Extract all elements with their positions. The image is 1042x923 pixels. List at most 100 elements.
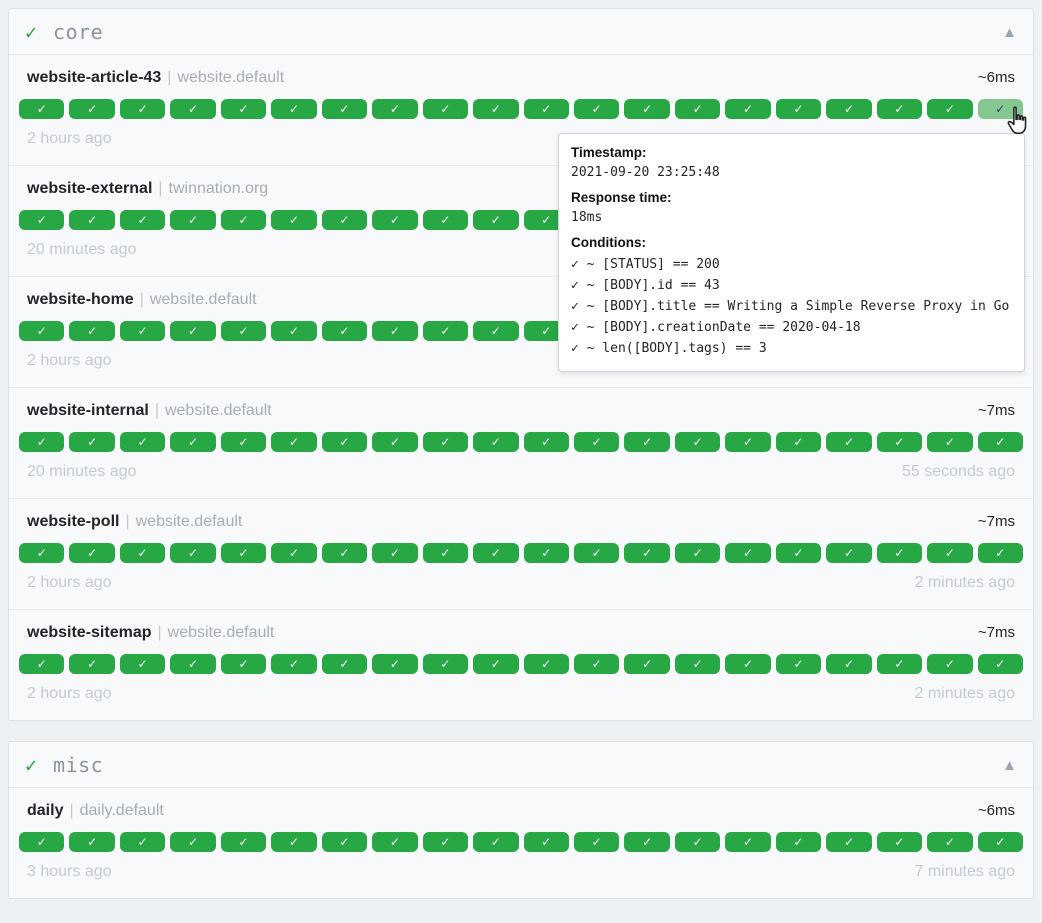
- health-badge[interactable]: ✓: [19, 210, 65, 230]
- health-badge[interactable]: ✓: [826, 543, 872, 563]
- health-badge[interactable]: ✓: [321, 99, 368, 119]
- health-badge[interactable]: ✓: [876, 432, 923, 452]
- health-badge[interactable]: ✓: [69, 99, 115, 119]
- health-badge[interactable]: ✓: [271, 543, 317, 563]
- health-badge[interactable]: ✓: [119, 432, 166, 452]
- health-badge[interactable]: ✓: [321, 654, 368, 674]
- health-badge[interactable]: ✓: [977, 99, 1024, 119]
- health-badge[interactable]: ✓: [19, 432, 65, 452]
- health-badge[interactable]: ✓: [775, 654, 822, 674]
- health-badge[interactable]: ✓: [523, 654, 569, 674]
- group-header[interactable]: ✓ core ▲: [9, 9, 1033, 55]
- health-badge[interactable]: ✓: [473, 210, 519, 230]
- health-badge[interactable]: ✓: [674, 832, 721, 852]
- health-badge[interactable]: ✓: [170, 543, 216, 563]
- health-badge[interactable]: ✓: [573, 99, 620, 119]
- health-badge[interactable]: ✓: [826, 99, 872, 119]
- health-badge[interactable]: ✓: [573, 543, 620, 563]
- health-badge[interactable]: ✓: [422, 321, 469, 341]
- health-badge[interactable]: ✓: [119, 654, 166, 674]
- health-badge[interactable]: ✓: [220, 321, 267, 341]
- health-badge[interactable]: ✓: [69, 210, 115, 230]
- health-badge[interactable]: ✓: [220, 543, 267, 563]
- collapse-arrow-icon[interactable]: ▲: [1002, 756, 1017, 774]
- health-badge[interactable]: ✓: [775, 832, 822, 852]
- health-badge[interactable]: ✓: [523, 432, 569, 452]
- health-badge[interactable]: ✓: [624, 832, 670, 852]
- health-badge[interactable]: ✓: [422, 432, 469, 452]
- health-badge[interactable]: ✓: [170, 832, 216, 852]
- health-badge[interactable]: ✓: [674, 99, 721, 119]
- health-badge[interactable]: ✓: [473, 654, 519, 674]
- health-badge[interactable]: ✓: [19, 543, 65, 563]
- health-badge[interactable]: ✓: [119, 321, 166, 341]
- health-badge[interactable]: ✓: [69, 543, 115, 563]
- health-badge[interactable]: ✓: [826, 432, 872, 452]
- health-badge[interactable]: ✓: [876, 543, 923, 563]
- health-badge[interactable]: ✓: [372, 432, 418, 452]
- health-badge[interactable]: ✓: [876, 832, 923, 852]
- health-badge[interactable]: ✓: [170, 99, 216, 119]
- health-badge[interactable]: ✓: [170, 321, 216, 341]
- health-badge[interactable]: ✓: [977, 543, 1024, 563]
- health-badge[interactable]: ✓: [927, 654, 973, 674]
- group-header[interactable]: ✓ misc ▲: [9, 742, 1033, 788]
- health-badge[interactable]: ✓: [927, 832, 973, 852]
- health-badge[interactable]: ✓: [422, 832, 469, 852]
- health-badge[interactable]: ✓: [927, 99, 973, 119]
- health-badge[interactable]: ✓: [170, 432, 216, 452]
- health-badge[interactable]: ✓: [422, 543, 469, 563]
- health-badge[interactable]: ✓: [69, 832, 115, 852]
- health-badge[interactable]: ✓: [372, 654, 418, 674]
- health-badge[interactable]: ✓: [775, 432, 822, 452]
- health-badge[interactable]: ✓: [624, 432, 670, 452]
- health-badge[interactable]: ✓: [170, 210, 216, 230]
- health-badge[interactable]: ✓: [927, 432, 973, 452]
- health-badge[interactable]: ✓: [220, 432, 267, 452]
- health-badge[interactable]: ✓: [775, 543, 822, 563]
- health-badge[interactable]: ✓: [725, 832, 771, 852]
- health-badge[interactable]: ✓: [674, 543, 721, 563]
- health-badge[interactable]: ✓: [725, 99, 771, 119]
- health-badge[interactable]: ✓: [977, 432, 1024, 452]
- health-badge[interactable]: ✓: [473, 99, 519, 119]
- health-badge[interactable]: ✓: [372, 321, 418, 341]
- health-badge[interactable]: ✓: [271, 432, 317, 452]
- health-badge[interactable]: ✓: [271, 210, 317, 230]
- health-badge[interactable]: ✓: [977, 654, 1024, 674]
- health-badge[interactable]: ✓: [271, 99, 317, 119]
- health-badge[interactable]: ✓: [220, 210, 267, 230]
- health-badge[interactable]: ✓: [523, 210, 569, 230]
- health-badge[interactable]: ✓: [573, 832, 620, 852]
- health-badge[interactable]: ✓: [473, 832, 519, 852]
- health-badge[interactable]: ✓: [19, 832, 65, 852]
- health-badge[interactable]: ✓: [674, 654, 721, 674]
- health-badge[interactable]: ✓: [271, 321, 317, 341]
- health-badge[interactable]: ✓: [422, 654, 469, 674]
- health-badge[interactable]: ✓: [321, 321, 368, 341]
- health-badge[interactable]: ✓: [523, 99, 569, 119]
- health-badge[interactable]: ✓: [876, 654, 923, 674]
- health-badge[interactable]: ✓: [473, 432, 519, 452]
- health-badge[interactable]: ✓: [69, 321, 115, 341]
- health-badge[interactable]: ✓: [876, 99, 923, 119]
- health-badge[interactable]: ✓: [573, 432, 620, 452]
- health-badge[interactable]: ✓: [271, 832, 317, 852]
- health-badge[interactable]: ✓: [119, 210, 166, 230]
- health-badge[interactable]: ✓: [220, 654, 267, 674]
- health-badge[interactable]: ✓: [826, 832, 872, 852]
- health-badge[interactable]: ✓: [725, 543, 771, 563]
- health-badge[interactable]: ✓: [119, 543, 166, 563]
- health-badge[interactable]: ✓: [473, 321, 519, 341]
- health-badge[interactable]: ✓: [19, 654, 65, 674]
- health-badge[interactable]: ✓: [523, 832, 569, 852]
- health-badge[interactable]: ✓: [321, 832, 368, 852]
- health-badge[interactable]: ✓: [573, 654, 620, 674]
- health-badge[interactable]: ✓: [220, 99, 267, 119]
- health-badge[interactable]: ✓: [19, 99, 65, 119]
- health-badge[interactable]: ✓: [19, 321, 65, 341]
- health-badge[interactable]: ✓: [372, 210, 418, 230]
- health-badge[interactable]: ✓: [271, 654, 317, 674]
- health-badge[interactable]: ✓: [422, 99, 469, 119]
- health-badge[interactable]: ✓: [725, 432, 771, 452]
